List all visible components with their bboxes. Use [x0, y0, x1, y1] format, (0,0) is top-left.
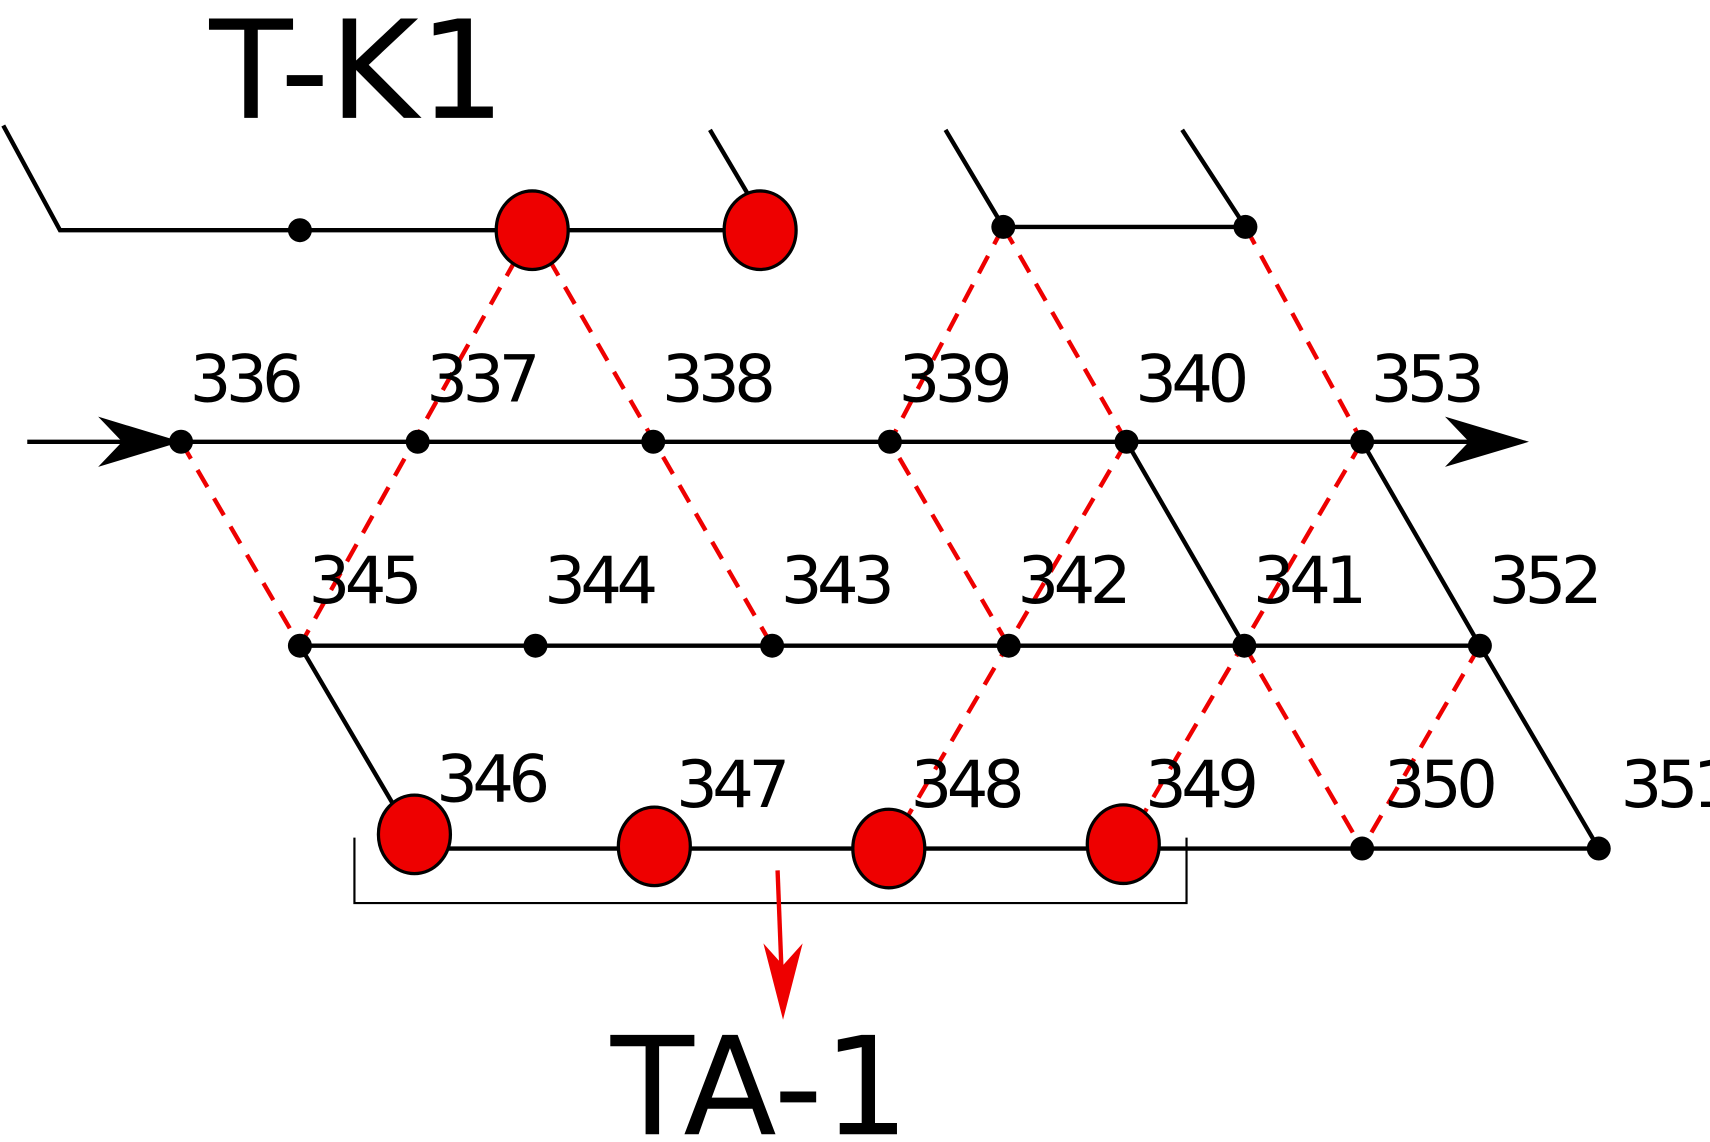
- title: T-K1: [208, 0, 505, 151]
- node-label: 343: [781, 543, 890, 619]
- node-dot: [991, 214, 1016, 239]
- node-labels: 336 337 338 339 340 353 345 344 343 342 341 352 346 3…: [190, 341, 1710, 823]
- node-label: 348: [911, 747, 1021, 823]
- node-marker: [851, 807, 927, 890]
- node-dot: [169, 429, 194, 454]
- node-dot: [287, 218, 312, 243]
- node-marker: [376, 793, 453, 876]
- solid-lines: [1, 124, 1601, 905]
- node-label: 340: [1135, 341, 1245, 417]
- node-label: 350: [1384, 747, 1494, 823]
- node-dot: [996, 633, 1021, 658]
- node-label: 344: [544, 543, 654, 619]
- nodes: [169, 189, 1611, 890]
- node-label: 353: [1371, 341, 1480, 417]
- node-dot: [1350, 836, 1375, 861]
- node-dot: [523, 633, 548, 658]
- node-dot: [1232, 633, 1257, 658]
- node-dot: [877, 429, 902, 454]
- node-label: 352: [1489, 543, 1598, 619]
- node-label: 339: [899, 341, 1009, 417]
- node-dot: [405, 429, 430, 454]
- node-dot: [760, 633, 785, 658]
- node-marker: [722, 189, 798, 272]
- node-label: 341: [1253, 543, 1362, 619]
- node-marker: [1085, 803, 1161, 886]
- node-dot: [1350, 429, 1375, 454]
- node-dot: [1233, 214, 1258, 239]
- node-label: 337: [426, 341, 535, 417]
- node-marker: [616, 805, 692, 888]
- node-dot: [1467, 633, 1492, 658]
- node-dot: [287, 633, 312, 658]
- node-label: 336: [190, 341, 300, 417]
- node-marker: [494, 189, 570, 272]
- node-label: 345: [309, 543, 418, 619]
- node-label: 347: [676, 747, 785, 823]
- bottom-label: TA-1: [610, 1008, 910, 1142]
- node-label: 346: [436, 742, 546, 818]
- node-label: 338: [662, 341, 772, 417]
- dashed-lines: [179, 225, 1482, 1020]
- node-dot: [1586, 836, 1611, 861]
- node-dot: [1114, 429, 1139, 454]
- node-dot: [641, 429, 666, 454]
- node-label: 342: [1017, 543, 1126, 619]
- node-label: 349: [1145, 747, 1255, 823]
- node-label: 351: [1621, 747, 1710, 823]
